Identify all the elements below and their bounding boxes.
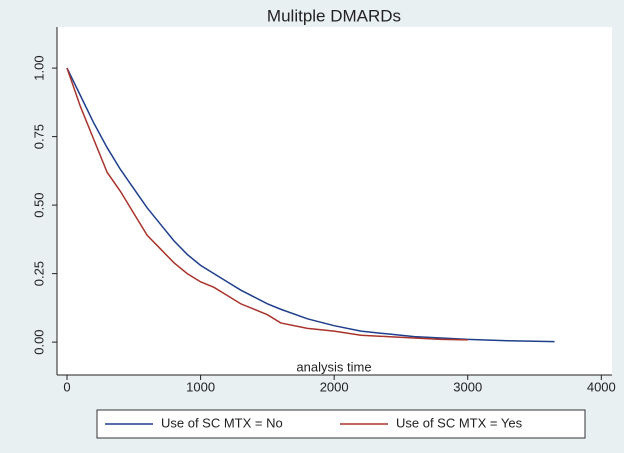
plot-area xyxy=(57,27,612,375)
series-line xyxy=(66,67,468,341)
y-tick-label: 0.25 xyxy=(31,261,46,286)
series-line xyxy=(66,67,555,343)
y-tick-label: 0.75 xyxy=(31,124,46,149)
x-tick-label: 2000 xyxy=(320,379,349,394)
x-tick-label: 1000 xyxy=(186,379,215,394)
x-axis-title: analysis time xyxy=(296,359,371,374)
legend-label: Use of SC MTX = No xyxy=(161,415,283,430)
x-tick-label: 0 xyxy=(63,379,70,394)
y-tick-label: 1.00 xyxy=(31,55,46,80)
x-tick-label: 3000 xyxy=(453,379,482,394)
chart-title: Mulitple DMARDs xyxy=(267,6,401,25)
x-tick-label: 4000 xyxy=(587,379,616,394)
legend-label: Use of SC MTX = Yes xyxy=(396,415,523,430)
y-tick-label: 0.00 xyxy=(31,329,46,354)
y-tick-label: 0.50 xyxy=(31,192,46,217)
